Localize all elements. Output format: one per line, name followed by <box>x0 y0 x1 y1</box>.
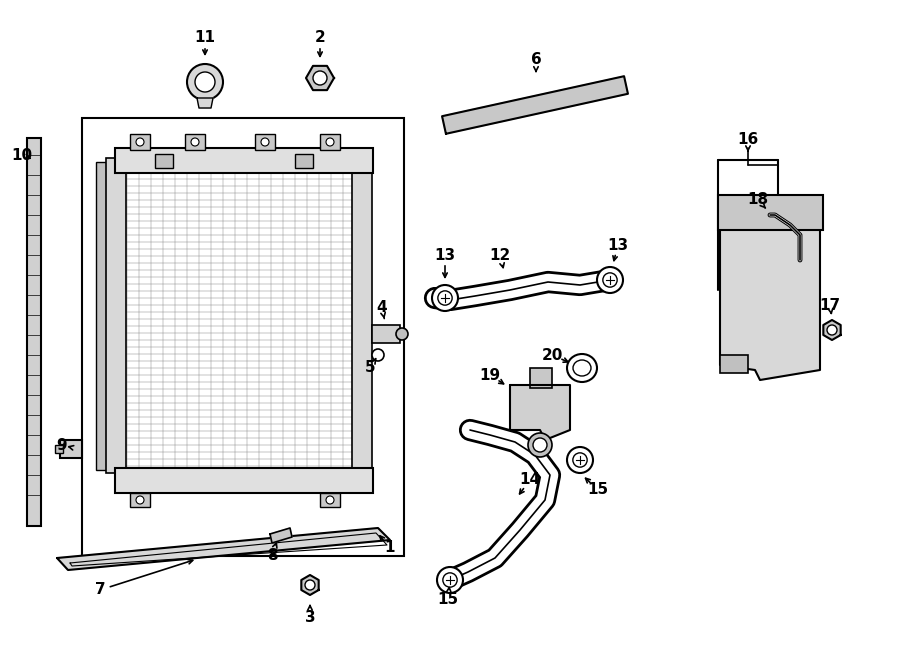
Text: 19: 19 <box>480 368 500 383</box>
Circle shape <box>528 433 552 457</box>
Ellipse shape <box>567 354 597 382</box>
Polygon shape <box>302 575 319 595</box>
Bar <box>125 170 250 334</box>
Text: 16: 16 <box>737 132 759 147</box>
Circle shape <box>396 328 408 340</box>
Bar <box>106 158 126 473</box>
Circle shape <box>136 138 144 146</box>
Text: 2: 2 <box>315 30 326 46</box>
Bar <box>155 154 173 168</box>
Bar <box>130 493 150 507</box>
Bar <box>372 325 400 343</box>
Polygon shape <box>510 385 570 440</box>
Circle shape <box>372 349 384 361</box>
Text: 13: 13 <box>608 237 628 253</box>
Circle shape <box>261 138 269 146</box>
Polygon shape <box>442 76 628 134</box>
Bar <box>27 138 41 526</box>
Circle shape <box>313 71 327 85</box>
Polygon shape <box>57 528 390 570</box>
Polygon shape <box>306 66 334 90</box>
Ellipse shape <box>573 360 591 376</box>
Circle shape <box>136 496 144 504</box>
Circle shape <box>432 285 458 311</box>
Polygon shape <box>720 205 820 380</box>
Text: 13: 13 <box>435 247 455 262</box>
Bar <box>185 134 205 150</box>
Bar <box>255 134 275 150</box>
Circle shape <box>603 273 617 287</box>
Text: 15: 15 <box>588 483 608 498</box>
Text: 14: 14 <box>519 473 541 488</box>
Bar <box>320 134 340 150</box>
Bar <box>530 368 552 388</box>
Text: 10: 10 <box>12 147 32 163</box>
Text: 20: 20 <box>541 348 562 362</box>
Circle shape <box>195 72 215 92</box>
Bar <box>295 154 313 168</box>
Text: 18: 18 <box>747 192 769 208</box>
Polygon shape <box>197 98 213 108</box>
Circle shape <box>437 567 463 593</box>
Text: 11: 11 <box>194 30 215 46</box>
Circle shape <box>191 138 199 146</box>
Bar <box>82 118 404 556</box>
Circle shape <box>305 580 315 590</box>
Text: 8: 8 <box>266 547 277 563</box>
Text: 12: 12 <box>490 247 510 262</box>
Text: 5: 5 <box>364 360 375 375</box>
Circle shape <box>443 573 457 587</box>
Bar <box>60 440 82 458</box>
Circle shape <box>572 453 587 467</box>
Circle shape <box>326 138 334 146</box>
Circle shape <box>597 267 623 293</box>
Circle shape <box>187 64 223 100</box>
Circle shape <box>326 496 334 504</box>
Bar <box>130 134 150 150</box>
Polygon shape <box>270 528 292 543</box>
Bar <box>115 468 373 493</box>
Circle shape <box>437 291 452 305</box>
Bar <box>718 195 823 230</box>
Bar <box>115 148 373 173</box>
Bar <box>55 445 63 453</box>
Text: 6: 6 <box>531 52 542 67</box>
Text: 9: 9 <box>57 438 68 453</box>
Circle shape <box>567 447 593 473</box>
Text: 7: 7 <box>94 582 105 598</box>
Bar <box>125 170 353 468</box>
Circle shape <box>533 438 547 452</box>
Text: 3: 3 <box>305 611 315 625</box>
Text: 15: 15 <box>437 592 459 607</box>
Bar <box>320 493 340 507</box>
Text: 4: 4 <box>377 301 387 315</box>
Bar <box>720 355 748 373</box>
Bar <box>352 158 372 473</box>
Text: 1: 1 <box>385 541 395 555</box>
Polygon shape <box>824 320 841 340</box>
Bar <box>96 162 108 470</box>
Text: 17: 17 <box>819 297 841 313</box>
Circle shape <box>827 325 837 335</box>
